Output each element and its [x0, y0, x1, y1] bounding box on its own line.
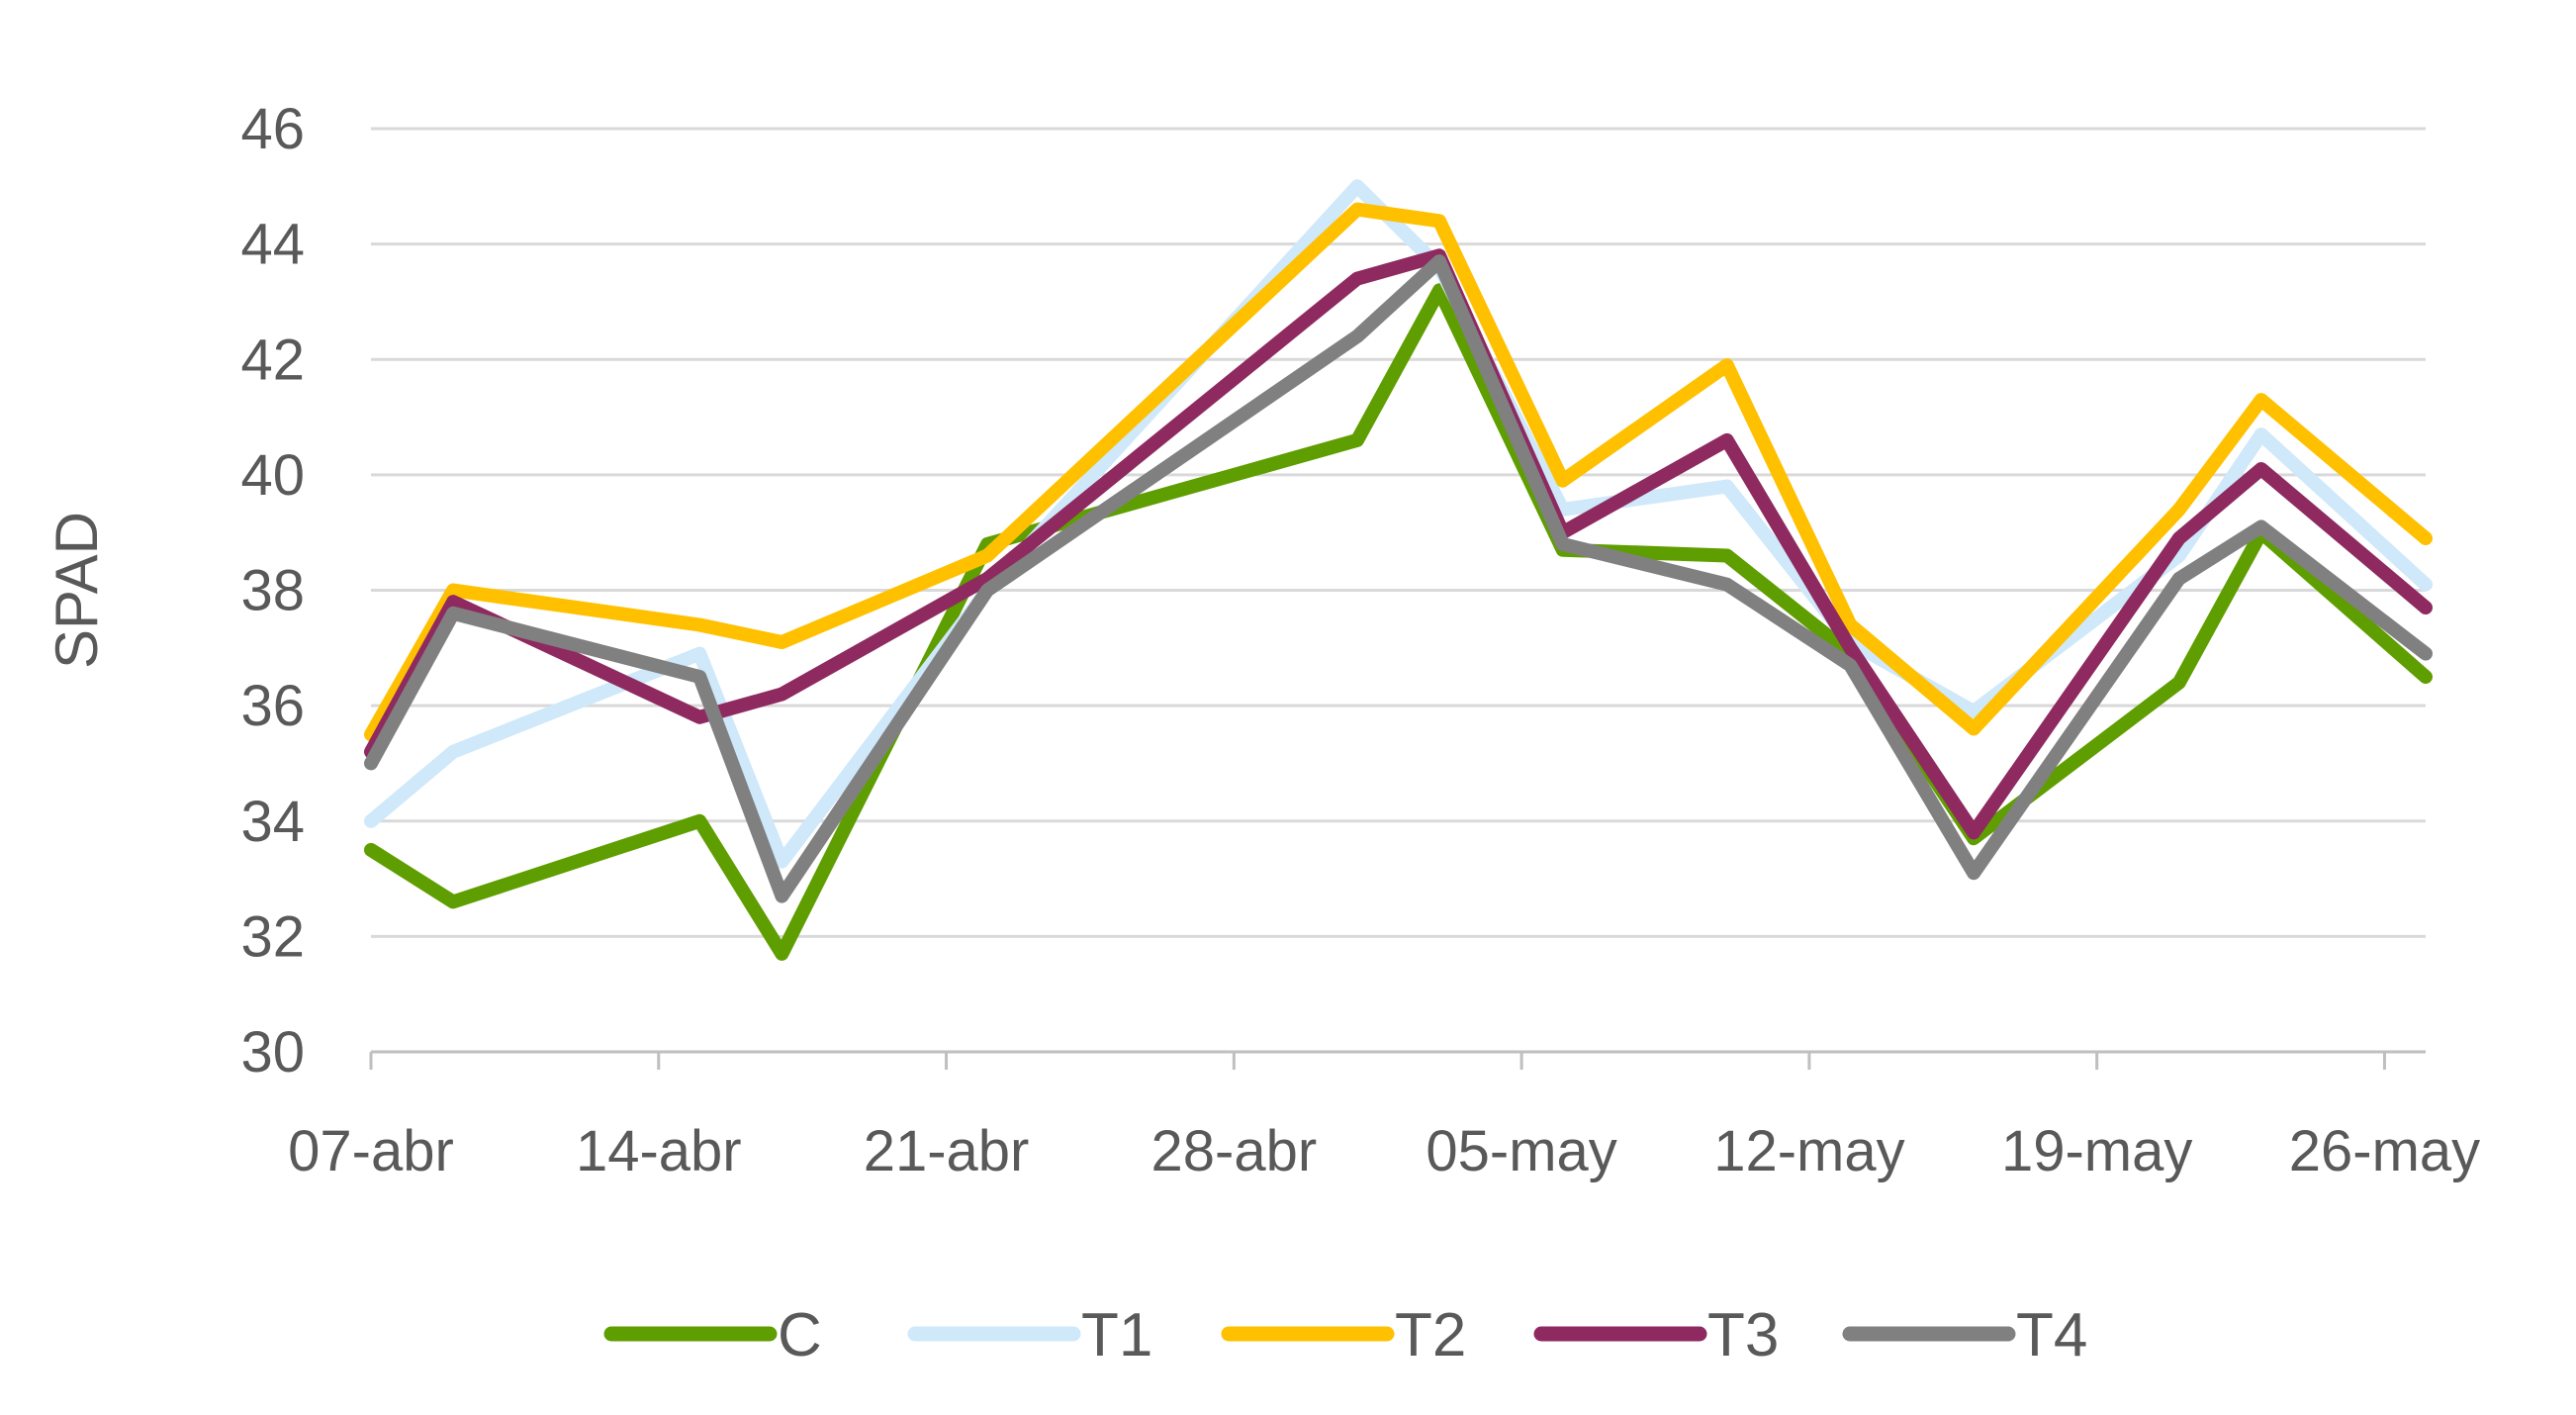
y-tick-label: 32	[240, 904, 305, 969]
y-tick-label: 40	[240, 443, 305, 508]
y-tick-label: 30	[240, 1020, 305, 1085]
series-line-t4	[364, 254, 2433, 903]
series-line-t1	[364, 179, 2433, 869]
y-tick-label: 42	[240, 328, 305, 392]
legend-label-t4: T4	[2016, 1301, 2087, 1369]
x-tick-label: 21-abr	[864, 1119, 1030, 1183]
x-tick-label: 28-abr	[1151, 1119, 1318, 1183]
legend-label-c: C	[778, 1301, 822, 1369]
series-line-t2	[364, 202, 2433, 742]
y-tick-label: 38	[240, 559, 305, 623]
x-tick-label: 26-may	[2289, 1119, 2480, 1183]
series-line-t3	[364, 248, 2433, 840]
x-tick-label: 14-abr	[576, 1119, 742, 1183]
x-tick-label: 19-may	[2001, 1119, 2192, 1183]
legend: C T1 T2 T3 T4	[603, 1301, 2087, 1369]
y-tick-label: 34	[240, 790, 305, 854]
x-axis: 07-abr 14-abr 21-abr 28-abr 05-may 12-may 19-m…	[288, 1050, 2480, 1183]
legend-label-t2: T2	[1395, 1301, 1466, 1369]
gridlines	[371, 127, 2426, 938]
y-axis: 30 32 34 36 38 40 42 44 46	[240, 97, 305, 1085]
x-tick-label: 07-abr	[288, 1119, 454, 1183]
legend-label-t3: T3	[1707, 1301, 1779, 1369]
x-tick-label: 05-may	[1426, 1119, 1616, 1183]
y-tick-label: 44	[240, 213, 305, 277]
series-lines	[364, 179, 2433, 961]
y-tick-label: 36	[240, 674, 305, 738]
y-axis-title: SPAD	[44, 512, 110, 669]
legend-label-t1: T1	[1081, 1301, 1152, 1369]
y-tick-label: 46	[240, 97, 305, 161]
x-tick-label: 12-may	[1713, 1119, 1904, 1183]
